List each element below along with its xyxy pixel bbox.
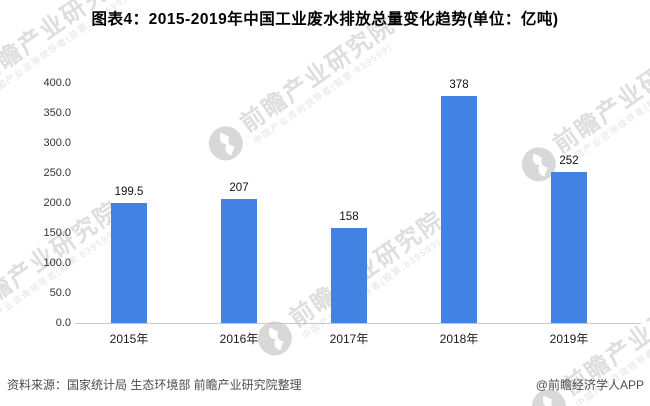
- y-tick-label: 150.0: [43, 227, 71, 239]
- bar: [331, 228, 367, 323]
- watermark-text: 前瞻产业研究院 中国产业咨询领导者(股票:839599): [548, 32, 650, 168]
- y-tick-label: 250.0: [43, 167, 71, 179]
- watermark-text-large: 前瞻产业研究院: [235, 11, 401, 138]
- x-axis-label: 2015年: [109, 332, 149, 346]
- bar-value-label: 207: [229, 181, 249, 194]
- y-tick-label: 100.0: [43, 257, 71, 269]
- x-axis-label: 2018年: [439, 332, 479, 346]
- bar-value-label: 252: [559, 154, 579, 167]
- y-tick-label: 350.0: [43, 107, 71, 119]
- watermark-text: 前瞻产业研究院 中国产业咨询领导者(股票:839599): [284, 206, 455, 342]
- watermark-text-small: 中国产业咨询领导者(股票:839599): [251, 41, 395, 146]
- bar: [551, 171, 587, 323]
- y-tick-label: 0.0: [55, 317, 71, 329]
- source-note: 资料来源：国家统计局 生态环境部 前瞻产业研究院整理: [7, 378, 302, 392]
- watermark-text-large: 前瞻产业研究院: [548, 32, 650, 159]
- watermark-text-small: 中国产业咨询领导者(股票:839599): [564, 62, 650, 167]
- bar-value-label: 158: [339, 211, 359, 224]
- watermark-text-large: 前瞻产业研究院: [284, 206, 450, 333]
- watermark-text: 前瞻产业研究院 中国产业咨询领导者(股票:839599): [235, 11, 406, 147]
- brand-credit: @前瞻经济学人APP: [535, 378, 644, 392]
- x-axis-line: [75, 323, 641, 324]
- watermark-text-small: 中国产业咨询领导者(股票:839599): [300, 236, 444, 341]
- chart-title: 图表4：2015-2019年中国工业废水排放总量变化趋势(单位：亿吨): [91, 11, 559, 28]
- watermark: 前瞻产业研究院 中国产业咨询领导者(股票:839599): [202, 11, 407, 171]
- x-axis-label: 2016年: [219, 332, 259, 346]
- bar: [111, 203, 147, 323]
- y-tick-label: 200.0: [43, 197, 71, 209]
- bar: [441, 96, 477, 323]
- qianzhan-logo-icon: [202, 120, 252, 171]
- x-axis-label: 2017年: [329, 332, 369, 346]
- y-tick-label: 50.0: [49, 287, 71, 299]
- bar: [221, 198, 257, 323]
- y-tick-label: 400.0: [43, 77, 71, 89]
- x-axis-label: 2019年: [549, 332, 589, 346]
- bar-value-label: 378: [449, 79, 469, 92]
- footer: 资料来源：国家统计局 生态环境部 前瞻产业研究院整理 @前瞻经济学人APP: [7, 376, 644, 393]
- bar-value-label: 199.5: [114, 186, 144, 199]
- y-tick-label: 300.0: [43, 137, 71, 149]
